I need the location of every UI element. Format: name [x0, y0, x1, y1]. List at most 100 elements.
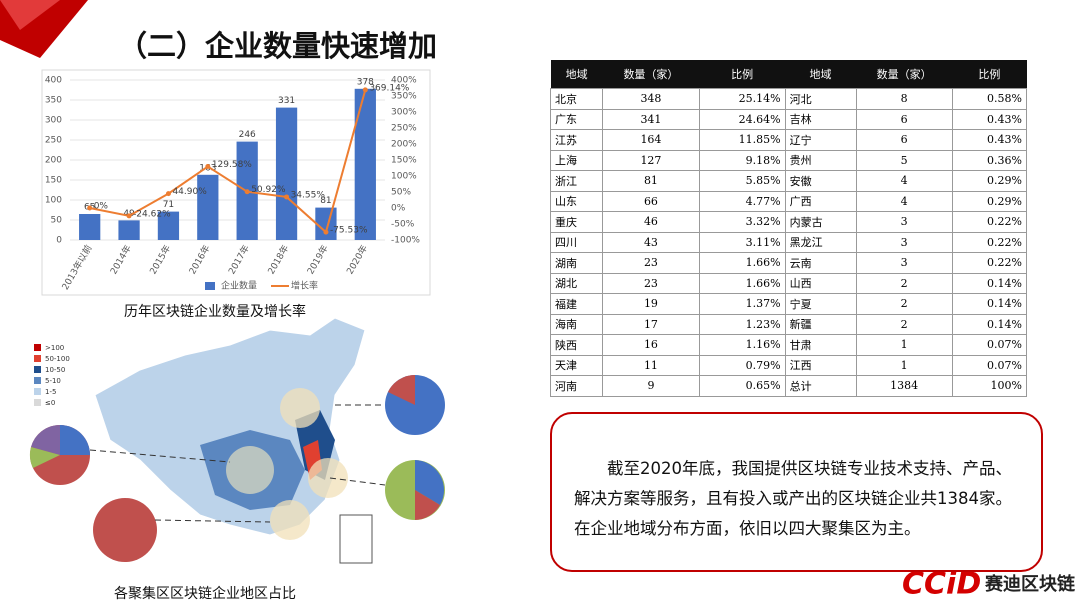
- y-tick-label: 200: [45, 156, 62, 166]
- table-cell: 0.14%: [951, 293, 1028, 315]
- y2-tick-label: -100%: [391, 236, 420, 246]
- table-cell: 2: [855, 272, 953, 294]
- table-cell: 0.43%: [951, 129, 1028, 151]
- table-cell: 19: [602, 293, 700, 315]
- map-legend-swatch: [34, 377, 41, 384]
- pie-slice: [415, 490, 440, 520]
- corner-decoration: [0, 0, 60, 30]
- table-cell: 0.29%: [951, 190, 1028, 212]
- x-tick-label: 2020年: [344, 243, 370, 277]
- x-tick-label: 2015年: [147, 243, 173, 277]
- pie-slice: [388, 375, 415, 405]
- table-cell: 5: [855, 149, 953, 171]
- data-label: 369.14%: [369, 83, 409, 93]
- y-tick-label: 100: [45, 196, 62, 206]
- table-cell: 43: [602, 231, 700, 253]
- table-cell: 3: [855, 211, 953, 233]
- pie-slice: [415, 460, 445, 505]
- logo-name: 赛迪区块链: [984, 573, 1076, 595]
- table-row: 山东 66 4.77% 广西 4 0.29%: [549, 190, 1028, 212]
- table-cell: 3: [855, 252, 953, 274]
- table-cell: 9: [602, 375, 700, 397]
- table-cell: 0.14%: [951, 313, 1028, 335]
- x-tick-label: 2017年: [226, 243, 252, 277]
- table-cell: 湖南: [549, 252, 604, 274]
- data-label: 129.58%: [212, 160, 252, 170]
- table-cell: 11: [602, 354, 700, 376]
- y2-tick-label: 50%: [391, 188, 411, 198]
- table-cell: 5.85%: [698, 170, 786, 192]
- table-row: 北京 348 25.14% 河北 8 0.58%: [549, 88, 1028, 110]
- table-cell: 0.22%: [951, 211, 1028, 233]
- data-label: 246: [239, 130, 256, 140]
- legend-label: 增长率: [291, 280, 318, 292]
- bar: [157, 211, 180, 240]
- table-cell: 浙江: [549, 170, 604, 192]
- y2-tick-label: 250%: [391, 124, 417, 134]
- map-legend-swatch: [34, 366, 41, 373]
- line-point: [87, 205, 93, 211]
- table-cell: 25.14%: [698, 88, 786, 110]
- header-cell: 数量（家）: [856, 60, 953, 89]
- map-caption: 各聚集区区块链企业地区占比: [114, 585, 296, 602]
- data-label: 71: [163, 200, 174, 210]
- table-cell: 24.64%: [698, 108, 786, 130]
- y2-tick-label: -50%: [391, 220, 415, 230]
- map-legend-swatch: [34, 388, 41, 395]
- y-tick-label: 300: [45, 116, 62, 126]
- table-cell: 8: [855, 88, 953, 110]
- table-cell: 0.29%: [951, 170, 1028, 192]
- pie-slice: [31, 424, 60, 455]
- table-cell: 164: [602, 129, 700, 151]
- table-cell: 1: [855, 334, 953, 356]
- table-row: 重庆 46 3.32% 内蒙古 3 0.22%: [549, 211, 1028, 233]
- header-cell: 地域: [785, 60, 856, 89]
- region-table: 地域 数量（家） 比例 地域 数量（家） 比例 北京 348 25.14% 河北 8 0.58% 广东 3…: [549, 60, 1028, 397]
- chart-caption: 历年区块链企业数量及增长率: [124, 303, 306, 320]
- line: [89, 89, 367, 234]
- y2-tick-label: 400%: [391, 76, 417, 86]
- map-legend-swatch: [34, 355, 41, 362]
- y-tick-label: 0: [56, 236, 62, 246]
- bar: [197, 174, 219, 240]
- table-row: 天津 11 0.79% 江西 1 0.07%: [549, 354, 1028, 376]
- map-inset: [339, 514, 373, 564]
- data-label: 378: [357, 77, 374, 87]
- table-cell: 23: [602, 252, 700, 274]
- table-cell: 1.66%: [698, 272, 786, 294]
- data-label: 0%: [94, 202, 109, 212]
- pie-slice: [60, 425, 90, 455]
- table-cell: 甘肃: [784, 334, 857, 356]
- data-label: 331: [278, 96, 295, 106]
- header-cell: 比例: [699, 60, 786, 89]
- map-connector: [154, 519, 271, 523]
- logo-mark: CCiD: [902, 567, 981, 602]
- table-cell: 江苏: [549, 129, 604, 151]
- table-cell: 陕西: [549, 334, 604, 356]
- map-legend-label: >100: [45, 344, 64, 352]
- data-label: 44.90%: [172, 187, 207, 197]
- legend-label: 企业数量: [221, 280, 257, 292]
- summary-box: 截至2020年底，我国提供区块链专业技术支持、产品、解决方案等服务，且有投入或产…: [550, 412, 1043, 572]
- table-row: 浙江 81 5.85% 安徽 4 0.29%: [549, 170, 1028, 192]
- table-cell: 云南: [784, 252, 857, 274]
- table-cell: 湖北: [549, 272, 604, 294]
- y2-tick-label: 350%: [391, 92, 417, 102]
- y2-tick-label: 100%: [391, 172, 417, 182]
- table-cell: 4.77%: [698, 190, 786, 212]
- table-cell: 0.36%: [951, 149, 1028, 171]
- table-cell: 6: [855, 108, 953, 130]
- table-cell: 北京: [549, 88, 604, 110]
- line-point: [244, 189, 250, 195]
- table-cell: 6: [855, 129, 953, 151]
- legend-swatch: [205, 282, 215, 290]
- table-cell: 0.79%: [698, 354, 786, 376]
- map-legend-swatch: [34, 399, 41, 406]
- table-cell: 81: [602, 170, 700, 192]
- y2-tick-label: 0%: [391, 204, 406, 214]
- table-cell: 3.32%: [698, 211, 786, 233]
- table-cell: 3: [855, 231, 953, 253]
- map-cluster: [226, 446, 274, 494]
- table-cell: 4: [855, 170, 953, 192]
